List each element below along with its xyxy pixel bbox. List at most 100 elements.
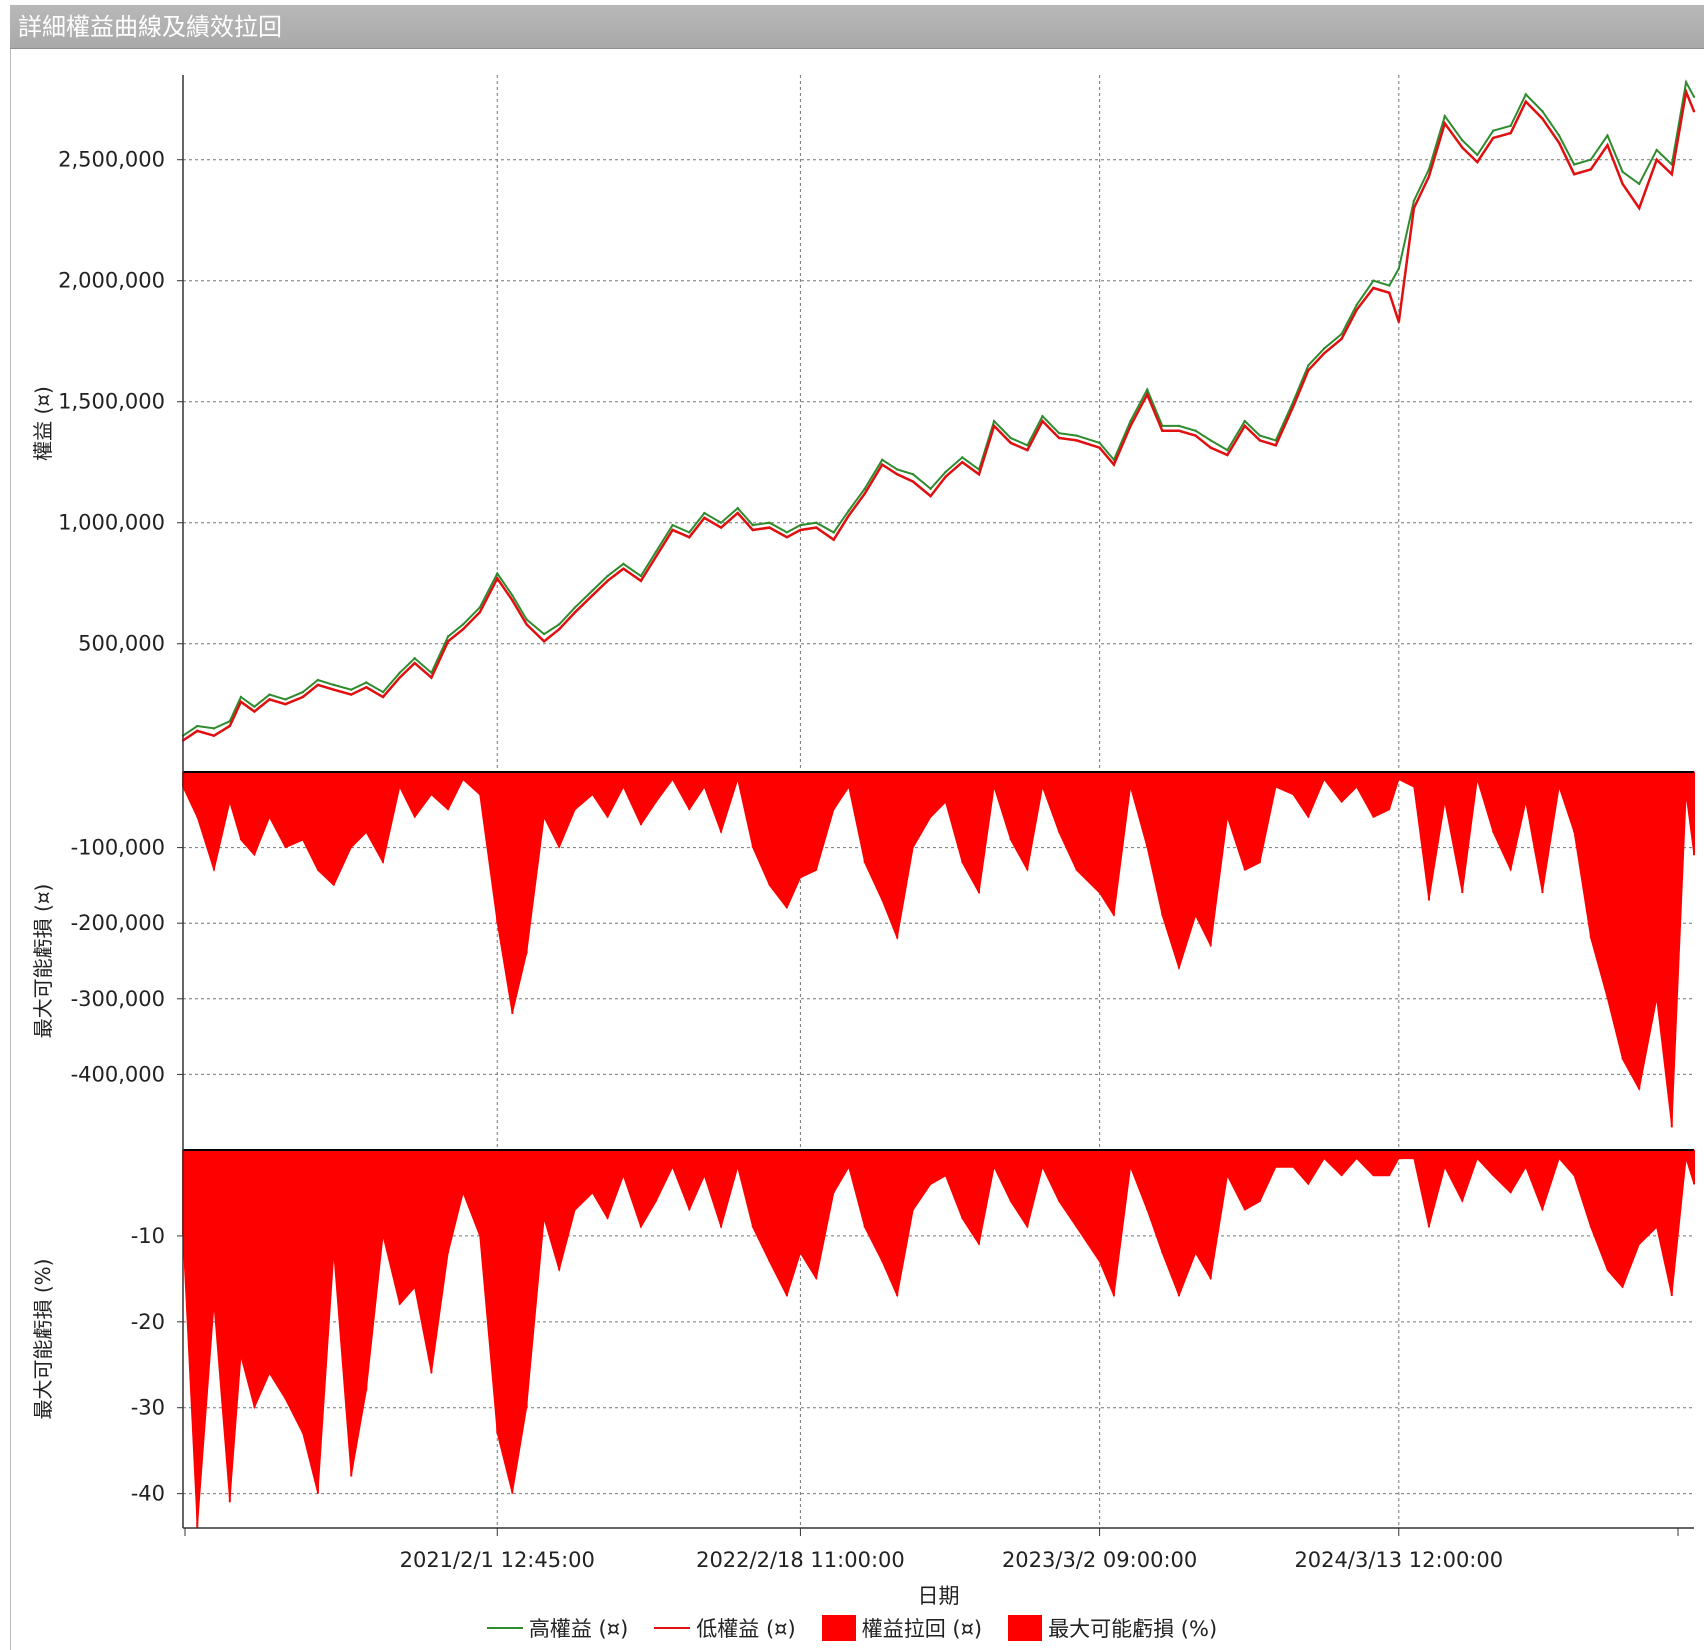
low-equity-point [511,598,514,602]
high-equity-point [1177,424,1181,428]
low-equity-point [1355,308,1358,311]
chart-frame [10,49,1704,1650]
high-equity-point [239,695,243,699]
low-equity-point [573,611,577,614]
low-equity-point [1372,286,1375,290]
high-equity-point [212,727,216,730]
low-equity-point [832,538,835,541]
high-equity-point [944,470,947,474]
high-equity-point [413,657,416,660]
high-equity-point [461,623,465,626]
low-equity-point [799,528,802,532]
low-equity-point [350,693,353,696]
window-title-bar: 詳細權益曲線及績效拉回 [10,5,1704,49]
high-equity-point [525,618,528,621]
high-equity-point [253,705,256,708]
low-equity-point [815,526,818,529]
low-equity-point [196,729,199,733]
high-equity-point [284,698,287,701]
low-equity-point [911,480,915,483]
high-equity-point [365,681,368,684]
high-equity-point [1621,170,1624,174]
high-equity-point [1684,81,1688,84]
high-equity-point [654,550,658,553]
high-equity-point [1476,153,1479,157]
low-equity-point [542,640,546,643]
low-equity-point [1292,405,1295,408]
high-equity-point [478,606,482,609]
legend-item-high-equity: 高權益 (¤) [486,1613,629,1643]
high-equity-point [381,690,385,694]
low-equity-point [1412,206,1416,210]
low-equity-point [478,611,482,614]
y-tick-label: -40 [131,1482,165,1506]
low-equity-point [1057,436,1061,440]
series-line-low-equity [182,87,1696,742]
high-equity-point [1026,444,1029,447]
low-equity-point [1692,110,1696,113]
high-equity-point [736,507,739,510]
high-equity-point [751,523,754,527]
low-equity-point [1524,100,1527,103]
high-equity-point [591,589,594,592]
low-equity-point [1340,337,1343,340]
low-equity-point [1461,146,1464,149]
low-equity-point [1146,393,1149,396]
low-equity-point [1427,175,1431,178]
low-equity-point [446,640,450,643]
high-equity-point [1322,347,1326,350]
low-equity-point [591,594,594,597]
high-equity-point [1557,134,1561,137]
high-equity-point [1340,332,1343,336]
low-equity-point [654,555,658,558]
low-equity-point [622,567,625,570]
low-equity-point [768,526,771,529]
high-equity-point [398,671,401,674]
low-equity-point [332,688,335,691]
high-equity-point [799,523,802,527]
low-equity-point [1307,369,1310,372]
y-tick-label: -300,000 [71,987,165,1011]
high-equity-point [671,523,674,527]
low-equity-point [671,528,674,532]
high-equity-point [1589,158,1593,161]
x-axis-label: 日期 [918,1584,960,1608]
low-equity-point [944,475,947,478]
high-equity-point [1606,134,1609,137]
high-equity-point [1388,284,1391,287]
high-equity-point [1129,419,1132,423]
legend-label-high-equity: 高權益 (¤) [528,1617,629,1641]
low-equity-point [268,698,271,701]
high-equity-point [511,594,514,597]
legend-swatch-drawdown-percent [1008,1615,1043,1641]
low-equity-point [606,579,609,583]
high-equity-point [1009,436,1012,440]
low-equity-point [992,424,996,428]
legend-label-drawdown-amount: 權益拉回 (¤) [861,1617,983,1641]
low-equity-point [688,536,691,539]
high-equity-point [929,487,932,491]
y-axis-label: 權益 (¤) [31,386,55,461]
low-equity-point [1129,424,1132,428]
x-tick-label: 2022/2/18 11:00:00 [696,1548,905,1572]
legend-label-low-equity: 低權益 (¤) [696,1617,796,1641]
high-equity-point [863,487,866,491]
x-tick-label: 2023/3/2 09:00:00 [1002,1548,1197,1572]
high-equity-point [961,456,964,459]
low-equity-point [1194,434,1197,437]
low-equity-point [228,724,232,728]
low-equity-point [1388,291,1391,295]
legend-swatch-high-equity [486,1627,523,1629]
high-equity-point [719,521,723,524]
high-equity-point [1397,267,1400,270]
low-equity-point [398,676,401,679]
y-tick-label: -400,000 [71,1062,165,1086]
low-equity-point [1684,90,1688,94]
low-equity-point [496,577,499,580]
low-equity-point [1026,448,1029,452]
high-equity-point [268,693,271,696]
high-equity-point [785,531,789,534]
high-equity-point [1541,110,1544,113]
high-equity-point [1209,439,1212,442]
low-equity-point [719,526,723,529]
